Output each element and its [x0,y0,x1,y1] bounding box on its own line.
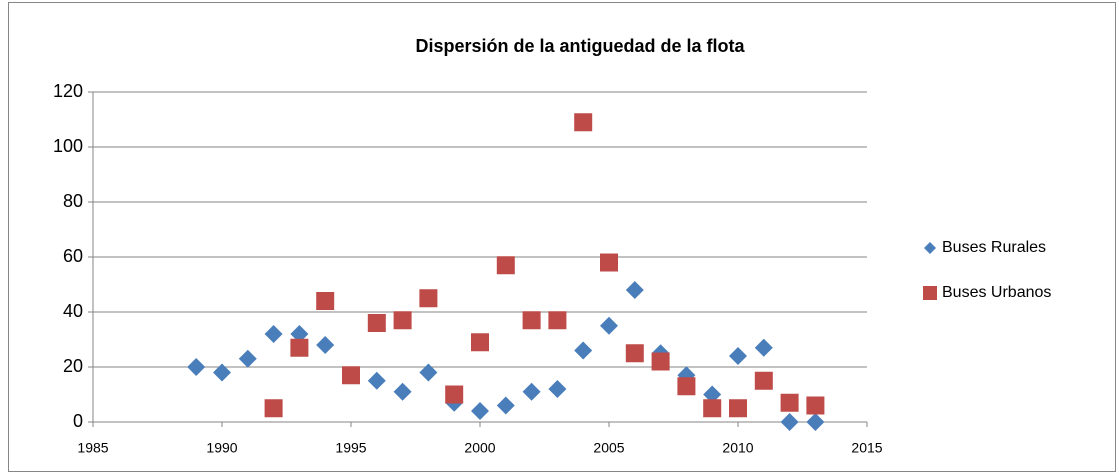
point [522,382,541,401]
y-tick-label: 0 [73,411,83,431]
point [806,396,825,415]
legend-label: Buses Urbanos [942,284,1051,301]
legend-marker [924,242,936,254]
point [806,413,825,431]
point [574,341,593,360]
point [703,385,722,404]
chart-title: Dispersión de la antiguedad de la flota [415,36,745,56]
point [780,413,799,431]
x-tick-label: 2000 [464,440,495,456]
point [729,347,747,365]
point [290,325,309,343]
point [393,311,412,330]
point [445,385,464,404]
point [187,358,206,376]
point [264,325,283,343]
point [393,382,412,401]
y-tick-label: 120 [53,81,83,101]
y-tick-label: 60 [63,246,83,266]
x-tick-label: 1995 [335,440,366,456]
point [471,333,489,352]
point [367,314,386,332]
point [213,363,231,382]
point [316,292,335,310]
point [574,113,593,132]
point [264,399,283,418]
y-tick-label: 100 [53,136,83,156]
point [754,371,773,390]
x-tick-label: 2005 [593,440,624,456]
point [522,311,541,330]
point [600,316,618,335]
point [625,344,644,363]
point [548,311,567,330]
y-tick-label: 80 [63,191,83,211]
point [548,380,567,398]
point [677,377,696,396]
y-tick-label: 20 [63,356,83,376]
point [238,349,257,368]
point [600,253,618,272]
point [342,366,360,385]
point [754,338,773,357]
y-tick-label: 40 [63,301,83,321]
x-tick-label: 2015 [851,440,882,456]
point [703,399,722,418]
point [471,402,489,420]
point [419,363,438,382]
point [290,338,309,357]
legend-marker [923,286,937,300]
point [496,396,515,415]
point [496,256,515,275]
point [625,281,644,299]
point [729,399,747,418]
point [651,352,670,371]
chart-border [8,2,1116,472]
x-tick-label: 1990 [206,440,237,456]
x-tick-label: 2010 [722,440,753,456]
point [367,371,386,390]
point [419,289,438,308]
x-tick-label: 1985 [77,440,108,456]
point [316,336,335,354]
legend-label: Buses Rurales [942,239,1046,256]
point [780,393,799,412]
